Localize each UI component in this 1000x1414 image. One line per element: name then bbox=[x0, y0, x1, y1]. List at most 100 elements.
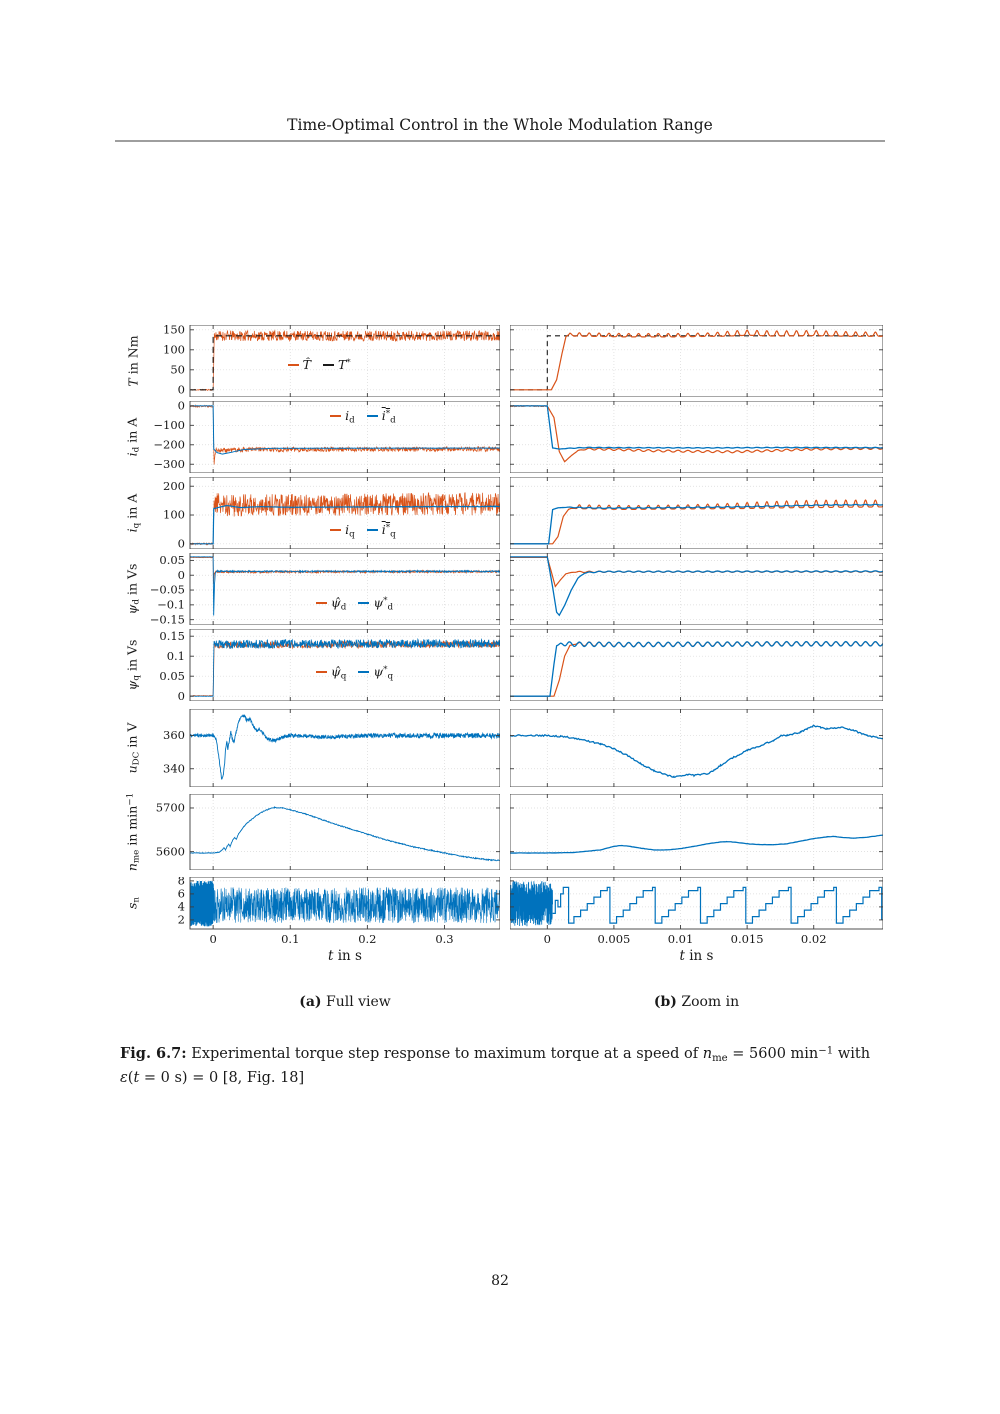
text-part: Experimental torque step response to max… bbox=[186, 1046, 703, 1062]
text-part: t bbox=[328, 948, 334, 964]
text-part: (a) bbox=[299, 994, 322, 1010]
text-part: ε bbox=[120, 1069, 128, 1086]
signal-id-meas bbox=[510, 404, 883, 463]
y-tick-label: −0.05 bbox=[150, 583, 185, 597]
text-part: i bbox=[124, 452, 140, 457]
y-tick-label: 2 bbox=[178, 913, 185, 927]
text-part: i bbox=[124, 528, 140, 533]
x-tick-label: 0.02 bbox=[801, 932, 827, 946]
y-axis-label-speed: nme in min−1 bbox=[120, 793, 146, 871]
signal-psi-d-ref bbox=[510, 556, 883, 617]
spacer bbox=[500, 994, 510, 1010]
y-tick-label: 100 bbox=[163, 342, 185, 356]
text-part: d bbox=[131, 446, 142, 453]
text-part: in Nm bbox=[125, 335, 141, 379]
text-part: s bbox=[124, 902, 140, 910]
text-part: (b) bbox=[653, 994, 677, 1010]
signal-id-ref bbox=[190, 405, 500, 455]
x-tick-label: 0.2 bbox=[358, 932, 376, 946]
text-part: with bbox=[833, 1046, 871, 1062]
figure-row-id-current: id in A −300 −200 −100 0 id i*d bbox=[120, 401, 890, 473]
signal-iq-ref bbox=[510, 503, 883, 545]
signal-udc bbox=[510, 724, 883, 778]
spacer bbox=[120, 994, 190, 1010]
y-tick-label: 5600 bbox=[156, 844, 185, 858]
y-axis-label-udc: uDC in V bbox=[120, 709, 146, 787]
running-header: Time-Optimal Control in the Whole Modula… bbox=[287, 116, 713, 134]
text-part: u bbox=[124, 765, 140, 774]
plot-udc-zoom bbox=[510, 709, 883, 787]
figure-row-udc: uDC in V 340 360 bbox=[120, 709, 890, 787]
y-tick-label: 50 bbox=[170, 362, 185, 376]
signal-iq-meas bbox=[510, 499, 883, 545]
y-axis-label-psi-d: ψd in Vs bbox=[120, 553, 146, 625]
signal-psi-d-est bbox=[190, 556, 500, 584]
figure-row-torque: T in Nm 0 50 100 150 T̂ T* bbox=[120, 325, 890, 397]
text-part: = 0 s) = 0 [8, Fig. 18] bbox=[139, 1069, 305, 1086]
signal-psi-q-est bbox=[510, 641, 883, 697]
plot-udc-full: 340 360 bbox=[163, 709, 500, 787]
signal-psi-q-est bbox=[190, 640, 500, 697]
plot-speed-zoom bbox=[510, 794, 883, 870]
figure-6-7: T in Nm 0 50 100 150 T̂ T* id in A −300 −200 −100 0… bbox=[120, 325, 890, 1010]
text-part: d bbox=[131, 599, 142, 605]
signal-udc bbox=[190, 714, 500, 780]
text-part: in s bbox=[684, 948, 714, 964]
plot-wrap-id-current-zoom bbox=[510, 401, 883, 473]
subcaptions: (a) Full view (b) Zoom in bbox=[120, 994, 890, 1010]
plot-iq-current-full: 0 100 200 bbox=[163, 477, 500, 549]
signal-iq-meas bbox=[190, 491, 500, 546]
text-part: T bbox=[125, 378, 141, 387]
figure-row-iq-current: iq in A 0 100 200 iq i*q bbox=[120, 477, 890, 549]
text-part: me bbox=[712, 1052, 728, 1064]
signal-nme bbox=[190, 805, 500, 862]
plot-wrap-psi-q-full: 0 0.05 0.1 0.15 ψ̂q ψ*q bbox=[146, 629, 500, 701]
y-tick-label: 0 bbox=[178, 568, 185, 582]
plot-id-current-full: −300 −200 −100 0 bbox=[153, 401, 500, 473]
text-part: me bbox=[131, 849, 142, 864]
text-part: in s bbox=[333, 948, 362, 964]
signal-id-ref bbox=[510, 405, 883, 450]
text-part: −1 bbox=[818, 1045, 834, 1057]
spacer bbox=[500, 948, 510, 964]
y-tick-label: −300 bbox=[153, 457, 185, 471]
signal-T-ref bbox=[190, 335, 500, 391]
plot-psi-q-full: 0 0.05 0.1 0.15 bbox=[159, 629, 500, 701]
y-tick-label: 360 bbox=[163, 728, 185, 742]
y-axis-label-iq-current: iq in A bbox=[120, 477, 146, 549]
plot-wrap-torque-full: 0 50 100 150 T̂ T* bbox=[146, 325, 500, 397]
figure-row-sector: sn 2 4 6 8 0 0.1 0.2 0.3 0 0.005 0.01 0.015 0.02 bbox=[120, 877, 890, 948]
text-part: in A bbox=[124, 417, 140, 447]
y-tick-label: 0.15 bbox=[159, 629, 185, 643]
x-tick-label: 0.01 bbox=[668, 932, 694, 946]
text-part: ψ bbox=[124, 604, 140, 615]
text-part: in A bbox=[124, 493, 140, 523]
plot-torque-zoom bbox=[510, 325, 883, 397]
subcaption-b: (b) Zoom in bbox=[510, 994, 883, 1010]
plot-wrap-psi-q-zoom bbox=[510, 629, 883, 701]
y-tick-label: 0 bbox=[178, 536, 185, 549]
text-part: in min bbox=[124, 805, 140, 850]
y-tick-label: −0.15 bbox=[150, 612, 185, 625]
y-tick-label: 8 bbox=[178, 877, 185, 888]
y-tick-label: 0.05 bbox=[159, 553, 185, 567]
figure-row-speed: nme in min−1 5600 5700 bbox=[120, 793, 890, 871]
page-number: 82 bbox=[491, 1273, 509, 1289]
text-part: n bbox=[702, 1046, 713, 1062]
figure-row-psi-q: ψq in Vs 0 0.05 0.1 0.15 ψ̂q ψ*q bbox=[120, 629, 890, 701]
y-tick-label: 0 bbox=[178, 382, 185, 396]
plot-wrap-udc-zoom bbox=[510, 709, 883, 787]
y-tick-label: 4 bbox=[178, 900, 185, 914]
signal-psi-d-ref bbox=[190, 556, 500, 616]
plot-wrap-psi-d-full: −0.15 −0.1 −0.05 0 0.05 ψ̂d ψ*d bbox=[146, 553, 500, 625]
signal-sn-block bbox=[190, 880, 214, 927]
signal-T-hat bbox=[510, 329, 883, 391]
plot-wrap-sector-zoom: 0 0.005 0.01 0.015 0.02 bbox=[510, 877, 883, 948]
text-part: t bbox=[133, 1069, 140, 1086]
y-tick-label: 200 bbox=[163, 479, 185, 493]
y-axis-label-id-current: id in A bbox=[120, 401, 146, 473]
plot-wrap-speed-full: 5600 5700 bbox=[146, 794, 500, 870]
plot-wrap-udc-full: 340 360 bbox=[146, 709, 500, 787]
header-rule bbox=[115, 140, 885, 142]
